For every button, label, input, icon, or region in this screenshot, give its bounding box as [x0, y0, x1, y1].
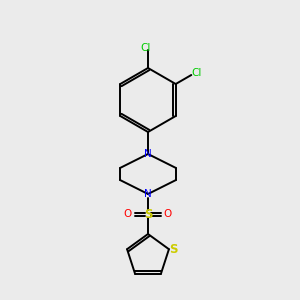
Text: N: N: [144, 189, 152, 199]
Text: S: S: [144, 208, 152, 220]
Text: N: N: [144, 149, 152, 159]
Text: O: O: [164, 209, 172, 219]
Text: Cl: Cl: [191, 68, 202, 78]
Text: O: O: [124, 209, 132, 219]
Text: Cl: Cl: [141, 43, 151, 53]
Text: S: S: [169, 243, 177, 256]
